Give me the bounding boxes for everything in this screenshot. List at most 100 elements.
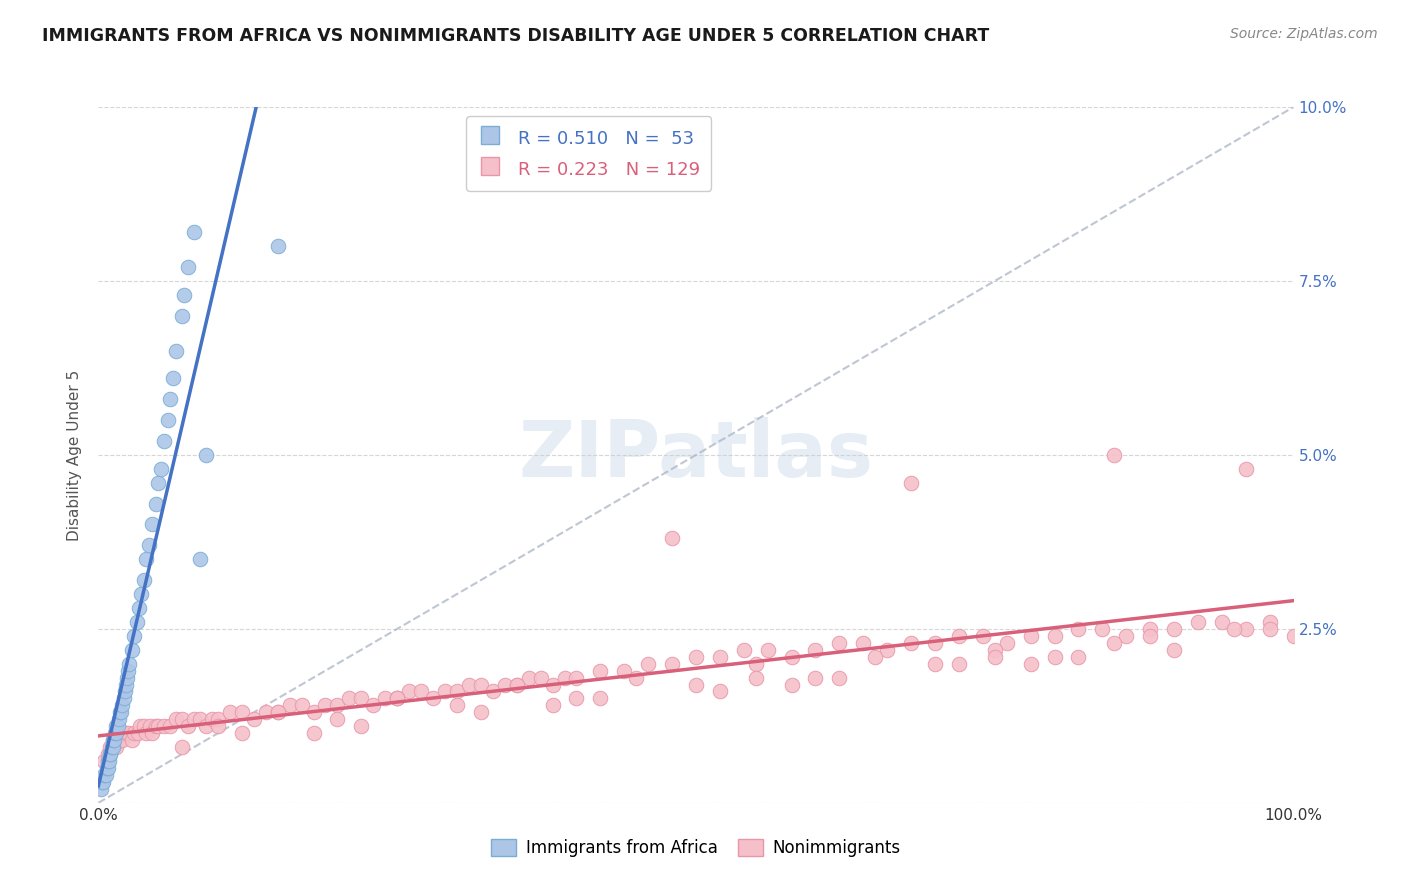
Point — [948, 629, 970, 643]
Point — [128, 601, 150, 615]
Point — [828, 636, 851, 650]
Point — [661, 657, 683, 671]
Point — [326, 712, 349, 726]
Point — [541, 677, 564, 691]
Text: Source: ZipAtlas.com: Source: ZipAtlas.com — [1230, 27, 1378, 41]
Point — [339, 691, 360, 706]
Point — [278, 698, 301, 713]
Point — [745, 671, 768, 685]
Point — [207, 719, 229, 733]
Point — [374, 691, 396, 706]
Text: IMMIGRANTS FROM AFRICA VS NONIMMIGRANTS DISABILITY AGE UNDER 5 CORRELATION CHART: IMMIGRANTS FROM AFRICA VS NONIMMIGRANTS … — [42, 27, 990, 45]
Point — [422, 691, 444, 706]
Text: ZIPatlas: ZIPatlas — [519, 417, 873, 493]
Point — [780, 677, 803, 691]
Point — [984, 642, 1007, 657]
Point — [1258, 622, 1281, 636]
Point — [756, 642, 779, 657]
Point — [267, 239, 290, 253]
Point — [103, 733, 125, 747]
Point — [141, 726, 163, 740]
Point — [1187, 615, 1209, 629]
Point — [219, 706, 242, 720]
Point — [948, 657, 970, 671]
Point — [115, 671, 138, 685]
Point — [135, 552, 157, 566]
Point — [172, 740, 194, 755]
Point — [124, 726, 146, 740]
Point — [554, 671, 576, 685]
Point — [183, 225, 205, 239]
Point — [145, 719, 167, 733]
Point — [565, 691, 588, 706]
Point — [132, 573, 155, 587]
Point — [97, 754, 120, 768]
Point — [385, 691, 409, 706]
Point — [117, 726, 139, 740]
Point — [470, 706, 492, 720]
Point — [98, 747, 122, 761]
Point — [194, 448, 218, 462]
Point — [254, 706, 277, 720]
Point — [98, 747, 122, 761]
Point — [231, 726, 253, 740]
Point — [1115, 629, 1137, 643]
Point — [159, 719, 181, 733]
Point — [129, 719, 152, 733]
Point — [1222, 622, 1246, 636]
Point — [1019, 629, 1042, 643]
Point — [101, 740, 124, 755]
Point — [107, 719, 129, 733]
Point — [1282, 629, 1305, 643]
Point — [104, 726, 127, 740]
Point — [995, 636, 1018, 650]
Point — [685, 649, 707, 664]
Point — [302, 726, 325, 740]
Point — [118, 657, 141, 671]
Point — [876, 642, 898, 657]
Point — [1163, 622, 1185, 636]
Point — [165, 712, 187, 726]
Point — [433, 684, 456, 698]
Point — [243, 712, 266, 726]
Point — [172, 712, 194, 726]
Point — [110, 706, 132, 720]
Point — [1234, 462, 1257, 476]
Point — [924, 636, 946, 650]
Point — [900, 636, 922, 650]
Point — [153, 719, 176, 733]
Point — [141, 517, 163, 532]
Point — [194, 719, 218, 733]
Point — [201, 712, 224, 726]
Point — [97, 761, 120, 775]
Point — [207, 712, 229, 726]
Point — [1163, 642, 1185, 657]
Point — [924, 657, 946, 671]
Point — [589, 664, 612, 678]
Point — [517, 671, 540, 685]
Point — [267, 706, 290, 720]
Point — [984, 649, 1007, 664]
Point — [589, 691, 612, 706]
Point — [101, 733, 124, 747]
Point — [745, 657, 768, 671]
Point — [145, 497, 167, 511]
Point — [1102, 448, 1125, 462]
Point — [124, 629, 146, 643]
Point — [111, 698, 134, 713]
Point — [1258, 615, 1281, 629]
Point — [1211, 615, 1233, 629]
Point — [350, 719, 373, 733]
Point — [1091, 622, 1114, 636]
Point — [529, 671, 551, 685]
Point — [315, 698, 337, 713]
Point — [1234, 622, 1257, 636]
Point — [165, 343, 187, 358]
Point — [108, 733, 131, 747]
Point — [1067, 622, 1090, 636]
Point — [188, 552, 211, 566]
Point — [470, 677, 492, 691]
Point — [661, 532, 683, 546]
Point — [127, 726, 149, 740]
Point — [326, 698, 349, 713]
